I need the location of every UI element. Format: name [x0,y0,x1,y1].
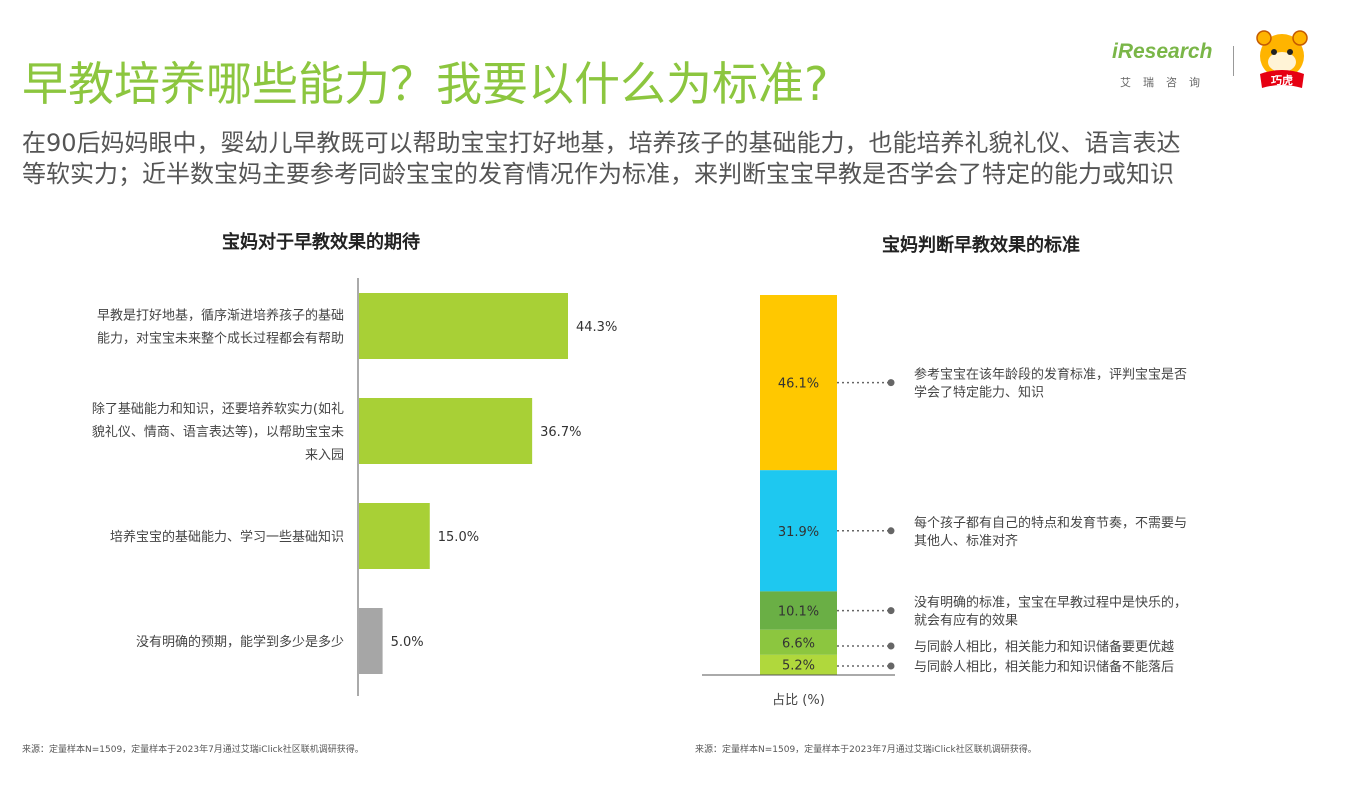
mascot-label: 巧虎 [1271,73,1293,87]
leader-dot-1 [887,527,895,535]
category-label-1-0: 除了基础能力和知识，还要培养软实力(如礼 [92,401,344,417]
stack-segment-4 [760,654,837,675]
iresearch-brand-subtext: 艾瑞咨询 [1120,76,1212,89]
category-label-0-1: 能力，对宝宝未来整个成长过程都会有帮助 [97,332,344,347]
stack-segment-3 [760,629,837,655]
stack-value-label-3: 6.6% [782,636,815,651]
bar-3 [359,608,383,674]
right-source-note: 来源：定量样本N=1509，定量样本于2023年7月通过艾瑞iClick社区联机… [695,745,1037,755]
series-label-1-0: 每个孩子都有自己的特点和发育节奏，不需要与 [914,515,1187,531]
bar-0 [359,293,568,359]
series-label-2-1: 就会有应有的效果 [914,613,1018,629]
right-chart-xlabel: 占比 (%) [772,693,825,708]
left-source-note: 来源：定量样本N=1509，定量样本于2023年7月通过艾瑞iClick社区联机… [22,745,364,755]
left-bar-chart: 44.3% 早教是打好地基，循序渐进培养孩子的基础能力，对宝宝未来整个成长过程都会… [92,278,617,696]
category-label-2-0: 培养宝宝的基础能力、学习一些基础知识 [110,529,344,545]
right-stacked-chart: 46.1% 31.9% 10.1% 6.6% 5.2% 参考宝宝在该年龄段的发育标准，评判… [702,295,1187,708]
leader-dot-4 [887,662,895,670]
qiaohu-mascot-icon: 巧虎 [1256,30,1308,88]
subtitle-line-2: 等软实力；近半数宝妈主要参考同龄宝宝的发育情况作为标准，来判断宝宝早教是否学会了… [22,160,1174,188]
left-chart-title: 宝妈对于早教效果的期待 [222,232,420,253]
series-label-4-0: 与同龄人相比，相关能力和知识储备不能落后 [914,659,1174,675]
category-label-3-0: 没有明确的预期，能学到多少是多少 [136,634,344,650]
stack-value-label-4: 5.2% [782,659,815,674]
series-label-3-0: 与同龄人相比，相关能力和知识储备要更优越 [914,639,1174,655]
bar-2 [359,503,430,569]
logo-divider [1233,46,1234,76]
right-chart-title: 宝妈判断早教效果的标准 [882,235,1080,256]
series-label-2-0: 没有明确的标准，宝宝在早教过程中是快乐的， [914,595,1187,611]
page-subtitle: 在90后妈妈眼中，婴幼儿早教既可以帮助宝宝打好地基，培养孩子的基础能力，也能培养… [22,128,1352,190]
stack-segment-1 [760,470,837,592]
stack-segment-2 [760,591,837,630]
stack-value-label-0: 46.1% [778,377,819,392]
bar-value-label-3: 5.0% [391,635,424,650]
series-label-0-1: 学会了特定能力、知识 [914,385,1044,401]
stack-value-label-2: 10.1% [778,605,819,620]
leader-dot-3 [887,642,895,650]
bar-1 [359,398,533,464]
bar-value-label-1: 36.7% [540,425,581,440]
category-label-0-0: 早教是打好地基，循序渐进培养孩子的基础 [97,308,344,324]
iresearch-logo: iResearch 艾瑞咨询 [1112,40,1222,90]
series-label-0-0: 参考宝宝在该年龄段的发育标准，评判宝宝是否 [914,367,1187,383]
leader-dot-2 [887,607,895,615]
bar-value-label-2: 15.0% [438,530,479,545]
subtitle-line-1: 在90后妈妈眼中，婴幼儿早教既可以帮助宝宝打好地基，培养孩子的基础能力，也能培养… [22,129,1181,157]
category-label-1-2: 来入园 [305,448,344,463]
stack-segment-0 [760,295,837,471]
series-label-1-1: 其他人、标准对齐 [914,533,1018,549]
category-label-1-1: 貌礼仪、情商、语言表达等)，以帮助宝宝未 [92,424,344,440]
page-title: 早教培养哪些能力？我要以什么为标准? [22,57,829,111]
leader-dot-0 [887,379,895,387]
iresearch-brand-text: iResearch [1112,40,1213,63]
stack-value-label-1: 31.9% [778,525,819,540]
bar-value-label-0: 44.3% [576,320,617,335]
